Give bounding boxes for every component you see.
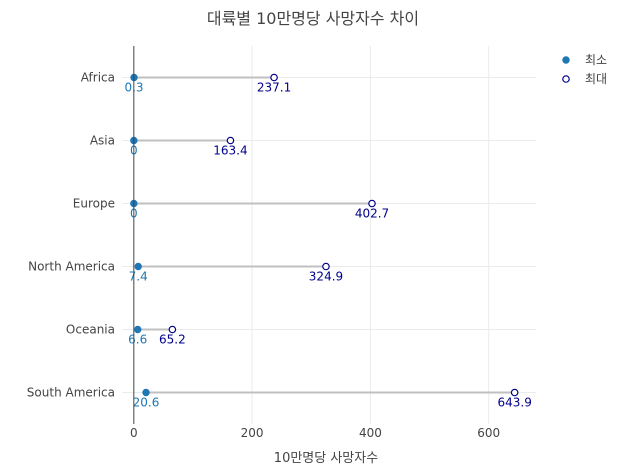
x-tick-label: 200 bbox=[241, 426, 264, 440]
legend-marker-max bbox=[562, 75, 570, 83]
data-labels: 0.3237.10163.40402.77.4324.96.665.220.66… bbox=[124, 81, 531, 410]
x-axis-title: 10만명당 사망자수 bbox=[274, 451, 378, 465]
max-point[interactable] bbox=[270, 73, 278, 82]
category-label: South America bbox=[27, 386, 115, 400]
min-point[interactable] bbox=[134, 262, 142, 271]
x-tick-label: 400 bbox=[359, 426, 382, 440]
grid bbox=[122, 46, 536, 424]
max-point[interactable] bbox=[322, 262, 330, 271]
max-point[interactable] bbox=[368, 199, 376, 208]
max-value-label: 65.2 bbox=[159, 333, 186, 347]
legend-label[interactable]: 최대 bbox=[585, 72, 607, 86]
category-label: Asia bbox=[90, 134, 115, 148]
max-point[interactable] bbox=[510, 388, 519, 397]
category-label: Oceania bbox=[66, 323, 115, 337]
min-value-label: 7.4 bbox=[129, 270, 148, 284]
segments bbox=[133, 76, 515, 394]
axes: 0 200 400 600 Africa Asia Europe North America O… bbox=[27, 46, 500, 440]
max-value-label: 163.4 bbox=[213, 144, 247, 158]
legend-label[interactable]: 최소 bbox=[585, 53, 607, 67]
max-value-label: 237.1 bbox=[257, 81, 291, 95]
max-value-label: 643.9 bbox=[497, 396, 531, 410]
max-value-label: 402.7 bbox=[355, 207, 389, 221]
category-label: Europe bbox=[73, 197, 115, 211]
chart-title: 대륙별 10만명당 사망자수 차이 bbox=[207, 9, 419, 28]
min-point[interactable] bbox=[142, 388, 150, 397]
x-tick-label: 600 bbox=[477, 426, 500, 440]
max-value-label: 324.9 bbox=[309, 270, 343, 284]
legend-marker-min bbox=[562, 56, 570, 64]
min-value-label: 6.6 bbox=[128, 333, 147, 347]
max-point[interactable] bbox=[168, 325, 177, 334]
category-label: North America bbox=[28, 260, 115, 274]
min-point[interactable] bbox=[134, 325, 142, 334]
min-value-label: 20.6 bbox=[133, 396, 160, 410]
max-point[interactable] bbox=[226, 136, 235, 145]
points bbox=[130, 73, 519, 397]
category-label: Africa bbox=[81, 71, 115, 85]
x-tick-label: 0 bbox=[130, 426, 138, 440]
